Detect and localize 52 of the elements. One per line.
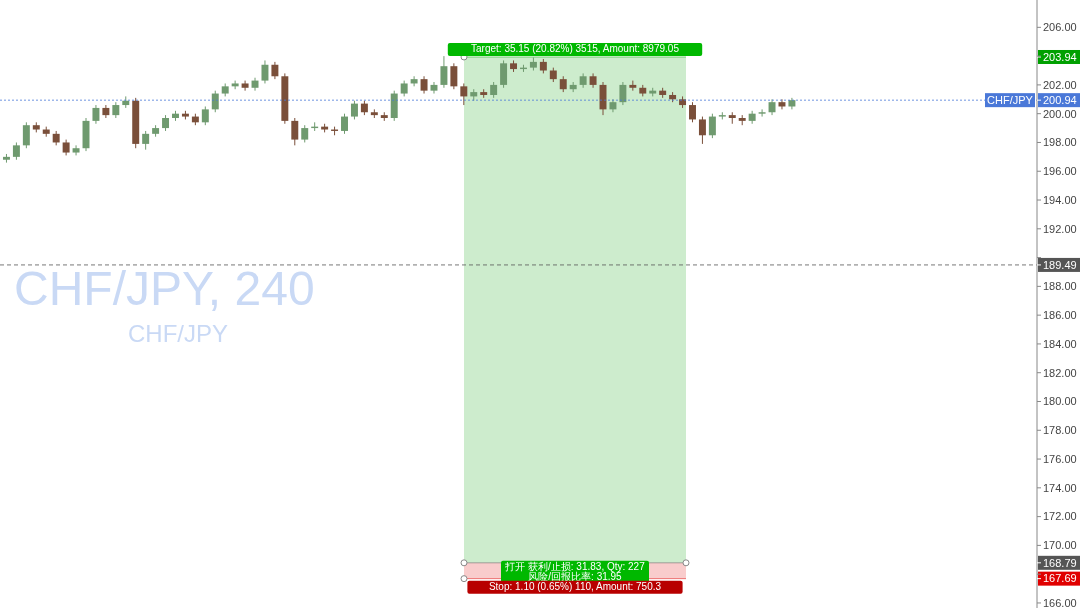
- candlestick: [211, 90, 219, 113]
- y-tick-label: 200.94: [1043, 94, 1077, 107]
- y-tick-label: 166.00: [1043, 596, 1077, 608]
- candlestick: [251, 77, 259, 92]
- y-tick-label: 184.00: [1043, 337, 1077, 350]
- candlestick: [102, 104, 110, 119]
- y-tick-label: 186.00: [1043, 309, 1077, 321]
- candlestick: [241, 80, 249, 92]
- candlestick: [231, 80, 239, 90]
- candlestick: [758, 108, 766, 118]
- y-tick-label: 176.00: [1043, 452, 1077, 465]
- candlestick: [500, 59, 508, 89]
- candlestick: [708, 113, 716, 139]
- y-tick-label: 188.00: [1043, 280, 1077, 293]
- y-tick-label: 178.00: [1043, 424, 1077, 437]
- y-tick-label: 167.69: [1043, 572, 1077, 585]
- candlestick: [450, 62, 458, 90]
- y-tick-label: 203.94: [1043, 50, 1077, 63]
- y-tick-label: 198.00: [1043, 136, 1077, 149]
- y-tick-label: 194.00: [1043, 193, 1077, 206]
- candlestick: [92, 104, 100, 125]
- candlestick: [142, 130, 150, 151]
- candlestick: [341, 113, 348, 135]
- y-tick-label: 200.00: [1043, 107, 1077, 120]
- y-tick-label: 174.00: [1043, 481, 1077, 494]
- candlestick: [430, 81, 438, 95]
- ref-line-label: CHF/JPY: [987, 94, 1034, 107]
- candlestick: [460, 82, 468, 106]
- y-tick-label: 206.00: [1043, 21, 1077, 34]
- y-tick-label: 189.49: [1043, 258, 1077, 271]
- candlestick: [291, 117, 299, 146]
- candlestick: [698, 116, 706, 145]
- candlestick: [689, 101, 696, 123]
- y-tick-label: 180.00: [1043, 395, 1077, 408]
- candlestick: [778, 98, 786, 110]
- y-tick-label: 168.79: [1043, 556, 1077, 569]
- y-tick-label: 202.00: [1043, 78, 1077, 91]
- candlestick: [261, 59, 269, 84]
- y-tick-label: 192.00: [1043, 222, 1077, 235]
- candlestick: [350, 100, 358, 120]
- annotation: Target: 35.15 (20.82%) 3515, Amount: 8979.05: [471, 42, 680, 54]
- y-tick-label: 182.00: [1043, 366, 1077, 379]
- candlestick: [410, 75, 418, 87]
- y-tick-label: 196.00: [1043, 165, 1077, 178]
- candlestick: [201, 105, 209, 126]
- y-tick-label: 172.00: [1043, 510, 1077, 523]
- y-tick-label: 170.00: [1043, 539, 1077, 552]
- candlestick: [440, 55, 448, 89]
- candlestick: [72, 144, 80, 156]
- candlestick: [748, 110, 756, 125]
- candlestick: [22, 121, 30, 149]
- candlestick: [619, 81, 627, 106]
